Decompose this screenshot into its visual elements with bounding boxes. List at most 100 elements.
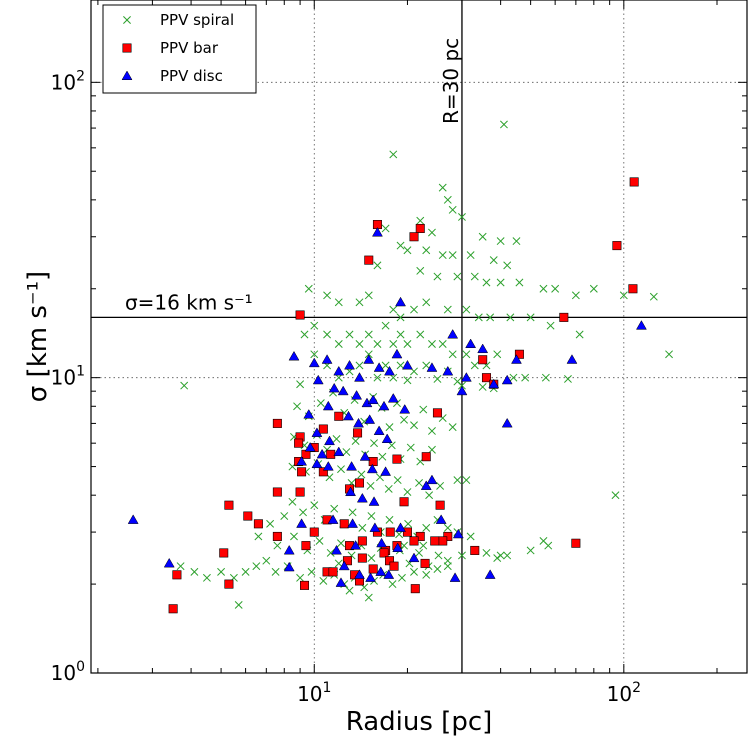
ppv-disc-point	[381, 433, 393, 443]
ppv-spiral-point	[422, 361, 431, 370]
ppv-bar-point	[224, 500, 234, 510]
marker-stroke	[416, 330, 425, 339]
marker-stroke	[415, 479, 423, 487]
marker-stroke	[611, 491, 620, 500]
ppv-spiral-point	[337, 465, 345, 474]
ppv-spiral-point	[428, 445, 436, 454]
ppv-bar-point	[172, 570, 182, 580]
ppv-spiral-point	[458, 551, 466, 560]
ppv-spiral-point	[474, 313, 483, 322]
ppv-disc-point	[408, 552, 420, 563]
ppv-bar-point	[318, 424, 328, 434]
ppv-spiral-point	[403, 246, 412, 255]
marker-stroke	[406, 443, 415, 452]
ppv-bar-point	[334, 411, 344, 421]
ppv-spiral-point	[551, 284, 560, 293]
ppv-spiral-point	[310, 321, 319, 330]
ppv-disc-point	[366, 463, 378, 474]
ppv-spiral-point	[241, 567, 250, 576]
marker-stroke	[334, 340, 343, 348]
marker-stroke	[466, 532, 475, 541]
ppv-spiral-point	[400, 541, 408, 550]
ppv-spiral-point	[180, 381, 189, 390]
marker-stroke	[348, 508, 357, 517]
ppv-spiral-point	[381, 321, 390, 330]
ppv-spiral-point	[373, 340, 382, 348]
ppv-disc-point	[484, 569, 496, 579]
ppv-disc-point	[380, 466, 392, 476]
ppv-spiral-point	[466, 532, 475, 541]
ppv-disc-point	[488, 378, 500, 389]
marker-stroke	[458, 213, 466, 221]
marker-stroke	[438, 251, 447, 260]
marker-stroke	[290, 532, 298, 541]
marker-stroke	[400, 541, 408, 550]
ppv-spiral-point	[503, 551, 512, 560]
marker-stroke	[422, 570, 431, 579]
ppv-spiral-point	[384, 484, 393, 493]
marker-stroke	[364, 291, 373, 300]
ppv-spiral-point	[428, 228, 436, 237]
marker-stroke	[403, 340, 412, 348]
legend-marker-ppv-bar	[122, 43, 132, 53]
ppv-spiral-point	[296, 380, 305, 389]
ppv-bar-point	[481, 373, 491, 383]
marker-stroke	[389, 373, 398, 382]
marker-stroke	[388, 580, 397, 589]
ppv-spiral-point	[433, 565, 442, 573]
marker-stroke	[443, 195, 452, 204]
ppv-spiral-point	[400, 415, 408, 424]
marker-stroke	[434, 551, 443, 560]
marker-stroke	[364, 593, 373, 602]
marker-stroke	[509, 373, 518, 382]
ppv-bar-point	[478, 355, 488, 365]
ppv-spiral-point	[509, 373, 518, 382]
marker-stroke	[319, 576, 328, 585]
ppv-disc-point	[308, 357, 320, 368]
ppv-bar-point	[295, 310, 305, 320]
marker-stroke	[252, 562, 261, 571]
ppv-spiral-point	[458, 381, 466, 390]
marker-stroke	[307, 567, 316, 576]
marker-stroke	[300, 330, 309, 339]
ppv-disc-point	[346, 461, 358, 471]
legend-label-ppv-disc: PPV disc	[160, 67, 223, 85]
ppv-bar-point	[571, 538, 581, 548]
marker-stroke	[393, 476, 402, 485]
ppv-bar-point	[318, 467, 328, 477]
ppv-spiral-point	[406, 443, 415, 452]
marker-stroke	[541, 373, 550, 382]
ppv-spiral-point	[564, 374, 572, 383]
ppv-spiral-point	[419, 405, 428, 414]
ppv-bar-point	[224, 579, 234, 589]
marker-stroke	[262, 556, 271, 565]
marker-stroke	[202, 573, 211, 582]
marker-stroke	[428, 445, 436, 454]
marker-stroke	[234, 600, 243, 609]
ppv-bar-point	[295, 487, 305, 497]
ppv-disc-point	[435, 514, 447, 524]
marker-stroke	[300, 441, 309, 450]
ppv-disc-point	[375, 566, 387, 576]
marker-stroke	[385, 423, 394, 432]
ppv-spiral-point	[404, 519, 413, 528]
ppv-spiral-point	[428, 427, 436, 435]
ppv-disc-point	[351, 390, 363, 400]
marker-stroke	[403, 246, 412, 255]
ppv-spiral-point	[403, 376, 412, 385]
ppv-spiral-point	[448, 205, 457, 214]
ppv-spiral-point	[273, 541, 282, 550]
ppv-disc-point	[345, 486, 356, 497]
marker-stroke	[539, 536, 548, 545]
marker-stroke	[665, 350, 674, 359]
marker-stroke	[544, 541, 553, 550]
marker-stroke	[419, 541, 428, 550]
x-tick-label: 102	[607, 680, 641, 706]
ppv-spiral-point	[415, 479, 423, 487]
marker-stroke	[433, 272, 442, 281]
ppv-disc-point	[127, 514, 139, 524]
marker-stroke	[355, 361, 364, 370]
ticks: 101 102 100 101 102	[51, 0, 747, 706]
marker-stroke	[551, 284, 560, 293]
marker-stroke	[649, 292, 658, 301]
